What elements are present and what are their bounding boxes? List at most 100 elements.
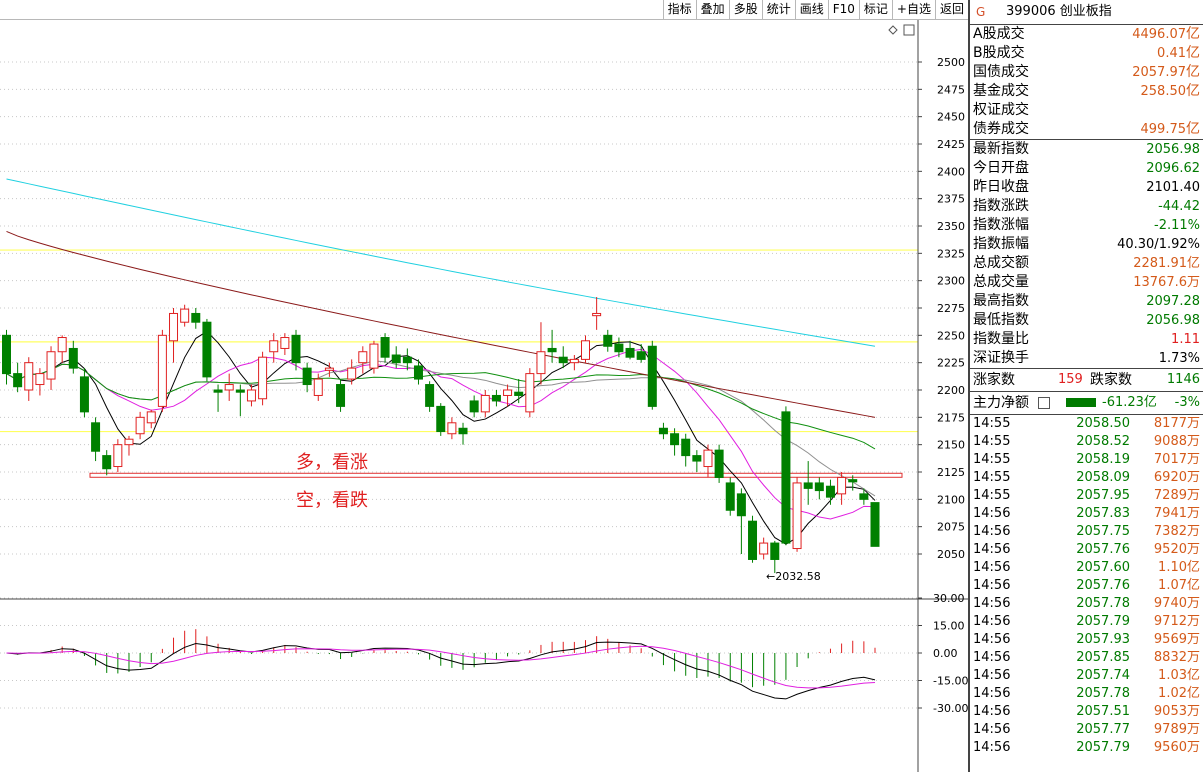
tick-price: 2057.83 — [1076, 506, 1130, 521]
turnover-value-wrap: 2057.97亿 — [1132, 63, 1200, 82]
candle-body — [402, 356, 412, 364]
candle-body — [157, 334, 167, 407]
tick-list[interactable]: 14:55 2058.50 8177万 14:55 2058.52 9088万 14:55 2… — [970, 414, 1203, 757]
candle — [692, 450, 702, 472]
candle-body — [124, 438, 134, 446]
toolbar-button[interactable]: 多股 — [728, 0, 762, 19]
tick-price: 2057.85 — [1076, 650, 1130, 665]
index-stat-row: 最低指数 2056.98 — [970, 311, 1203, 330]
candle-body — [46, 351, 56, 380]
candle-body — [792, 482, 802, 550]
tick-volume: 9520万 — [1153, 542, 1200, 557]
candle — [525, 368, 535, 418]
main-force-menu-icon[interactable] — [1038, 397, 1050, 409]
candle — [848, 475, 858, 491]
tick-volume: 7017万 — [1153, 452, 1200, 467]
index-stat-value: -2.11% — [1154, 218, 1200, 233]
macd-axis-label: -30.00 — [933, 702, 968, 715]
candle-body — [169, 312, 179, 342]
candle — [246, 384, 256, 407]
macd-axis-label: 0.00 — [933, 647, 958, 660]
candle-body — [770, 542, 780, 560]
tick-row: 14:55 2058.19 7017万 — [970, 451, 1203, 469]
tick-price: 2057.95 — [1076, 488, 1130, 503]
index-name: 创业板指 — [1059, 4, 1112, 19]
tick-price: 2057.76 — [1076, 542, 1130, 557]
axis-tick-label: 2350 — [937, 220, 965, 233]
index-stat-label: 指数量比 — [973, 331, 1029, 347]
toolbar-button[interactable]: F10 — [827, 0, 859, 19]
tick-price: 2057.60 — [1076, 560, 1130, 575]
toolbar-button[interactable]: 叠加 — [695, 0, 729, 19]
tick-volume: 7941万 — [1153, 506, 1200, 521]
tick-time: 14:56 — [973, 524, 1011, 539]
low-price-marker: ←2032.58 — [766, 570, 821, 583]
candle — [759, 537, 769, 560]
tick-time: 14:56 — [973, 560, 1011, 575]
tick-time: 14:56 — [973, 614, 1011, 629]
candle-body — [79, 376, 89, 413]
candle-body — [781, 411, 791, 544]
candle — [547, 329, 557, 363]
macd-dea-line — [6, 645, 876, 689]
candle — [358, 346, 368, 374]
candle — [814, 477, 824, 500]
candle — [13, 362, 23, 393]
toolbar-button[interactable]: 返回 — [934, 0, 968, 19]
index-stat-row: 指数振幅 40.30/1.92% — [970, 235, 1203, 254]
kline-chart[interactable]: 2050 2075 2100 2125 2150 2175 2200 2225 2250 2275… — [0, 20, 968, 772]
down-count-label: 跌家数 — [1090, 372, 1132, 388]
tick-row: 14:55 2057.95 7289万 — [970, 487, 1203, 505]
index-stat-label: 昨日收盘 — [973, 179, 1029, 195]
candle-body — [291, 334, 301, 364]
candle — [124, 435, 134, 456]
candle — [647, 340, 657, 410]
candle — [703, 444, 713, 478]
turnover-value-wrap: 0.41亿 — [1157, 44, 1200, 63]
candle-body — [269, 340, 279, 353]
candle — [458, 422, 468, 445]
tick-row: 14:55 2058.52 9088万 — [970, 433, 1203, 451]
toolbar-button[interactable]: +自选 — [891, 0, 935, 19]
candle-body — [681, 438, 691, 457]
candle — [569, 355, 579, 371]
candle — [503, 384, 513, 407]
candle-body — [391, 354, 401, 364]
toolbar-button[interactable]: 画线 — [794, 0, 828, 19]
main-force-bar — [1066, 398, 1096, 407]
kline-chart-area[interactable]: 2050 2075 2100 2125 2150 2175 2200 2225 2250 2275… — [0, 20, 968, 772]
window-toggle-icon — [903, 24, 915, 36]
candle-body — [614, 343, 624, 353]
index-stat-row: 总成交额 2281.91亿 — [970, 254, 1203, 273]
candle-body — [213, 389, 223, 393]
candle-body — [302, 367, 312, 386]
toolbar-button[interactable]: 标记 — [858, 0, 892, 19]
panel-divider — [968, 0, 970, 772]
candle-body — [57, 337, 67, 353]
tick-price: 2058.19 — [1076, 452, 1130, 467]
candle-body — [469, 400, 479, 413]
toolbar-buttons: 指标 叠加 多股 统计 画线 F10 标记 +自选 返回 — [662, 0, 968, 19]
candle-body — [91, 422, 101, 452]
candle-body — [547, 347, 557, 353]
candle — [803, 461, 813, 505]
toolbar-button[interactable]: 统计 — [761, 0, 795, 19]
candle — [770, 540, 780, 574]
turnover-label: 债券成交 — [973, 121, 1029, 137]
index-stat-value: 2096.62 — [1146, 161, 1200, 176]
toolbar-button[interactable]: 指标 — [662, 0, 696, 19]
candle — [291, 329, 301, 371]
axis-tick-label: 2050 — [937, 548, 965, 561]
turnover-value: 0.41 — [1157, 46, 1186, 61]
index-stat-row: 指数涨跌 -44.42 — [970, 197, 1203, 216]
candle — [870, 502, 880, 547]
candle-body — [569, 358, 579, 364]
candle — [658, 422, 668, 440]
candle-body — [480, 394, 490, 413]
candle — [336, 379, 346, 412]
support-resistance-line — [89, 472, 903, 478]
ma30-line — [6, 363, 876, 450]
candle — [748, 515, 758, 563]
tick-volume: 8832万 — [1153, 650, 1200, 665]
candle-body — [703, 449, 713, 468]
